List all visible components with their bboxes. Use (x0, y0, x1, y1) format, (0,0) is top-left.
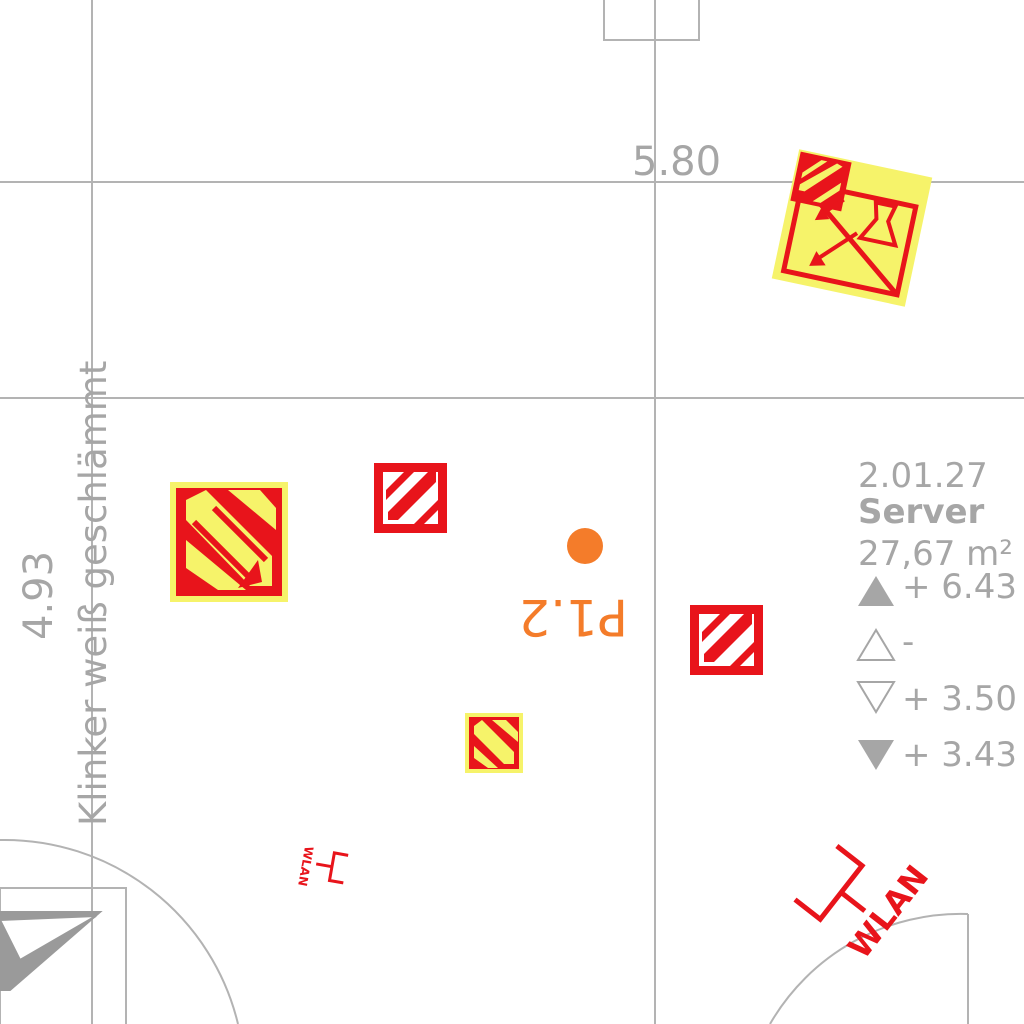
measurement-point-icon (567, 528, 603, 564)
dimension-top: 5.80 (632, 139, 721, 185)
level-bottom-outline: + 3.50 (902, 679, 1017, 719)
column-box (603, 0, 700, 41)
fire-symbol-tiny-icon (465, 713, 523, 773)
door-bottom-left (0, 838, 239, 1024)
fire-symbol-small-2-icon (690, 605, 763, 675)
fire-extinguisher-symbol-icon (771, 149, 933, 307)
level-bottom-filled: + 3.43 (902, 735, 1017, 775)
point-label: P1.2 (518, 588, 628, 646)
level-top-filled: + 6.43 (902, 567, 1017, 607)
fire-symbol-large-icon (170, 482, 288, 602)
wall-note: Klinker weiß geschlämmt (72, 361, 115, 826)
room-stamp: 2.01.27 Server 27,67 m² + 6.43 - + 3.50 … (856, 456, 1017, 775)
fire-symbol-small-1-icon (374, 463, 447, 533)
room-area: 27,67 m² (858, 534, 1013, 574)
level-top-outline: - (902, 622, 914, 662)
wlan-access-point-large-icon: WLAN (793, 843, 936, 966)
level-bottom-filled-icon (858, 740, 894, 770)
level-bottom-outline-icon (856, 681, 896, 714)
level-top-filled-icon (858, 576, 894, 606)
door-bottom-right (769, 912, 969, 1024)
wlan-access-point-small-icon: WLAN (295, 845, 349, 887)
dimension-left: 4.93 (16, 551, 62, 640)
room-number: 2.01.27 (858, 456, 988, 496)
room-name: Server (858, 492, 985, 532)
level-top-outline-icon (856, 628, 896, 661)
wlan-label-small: WLAN (295, 845, 316, 887)
